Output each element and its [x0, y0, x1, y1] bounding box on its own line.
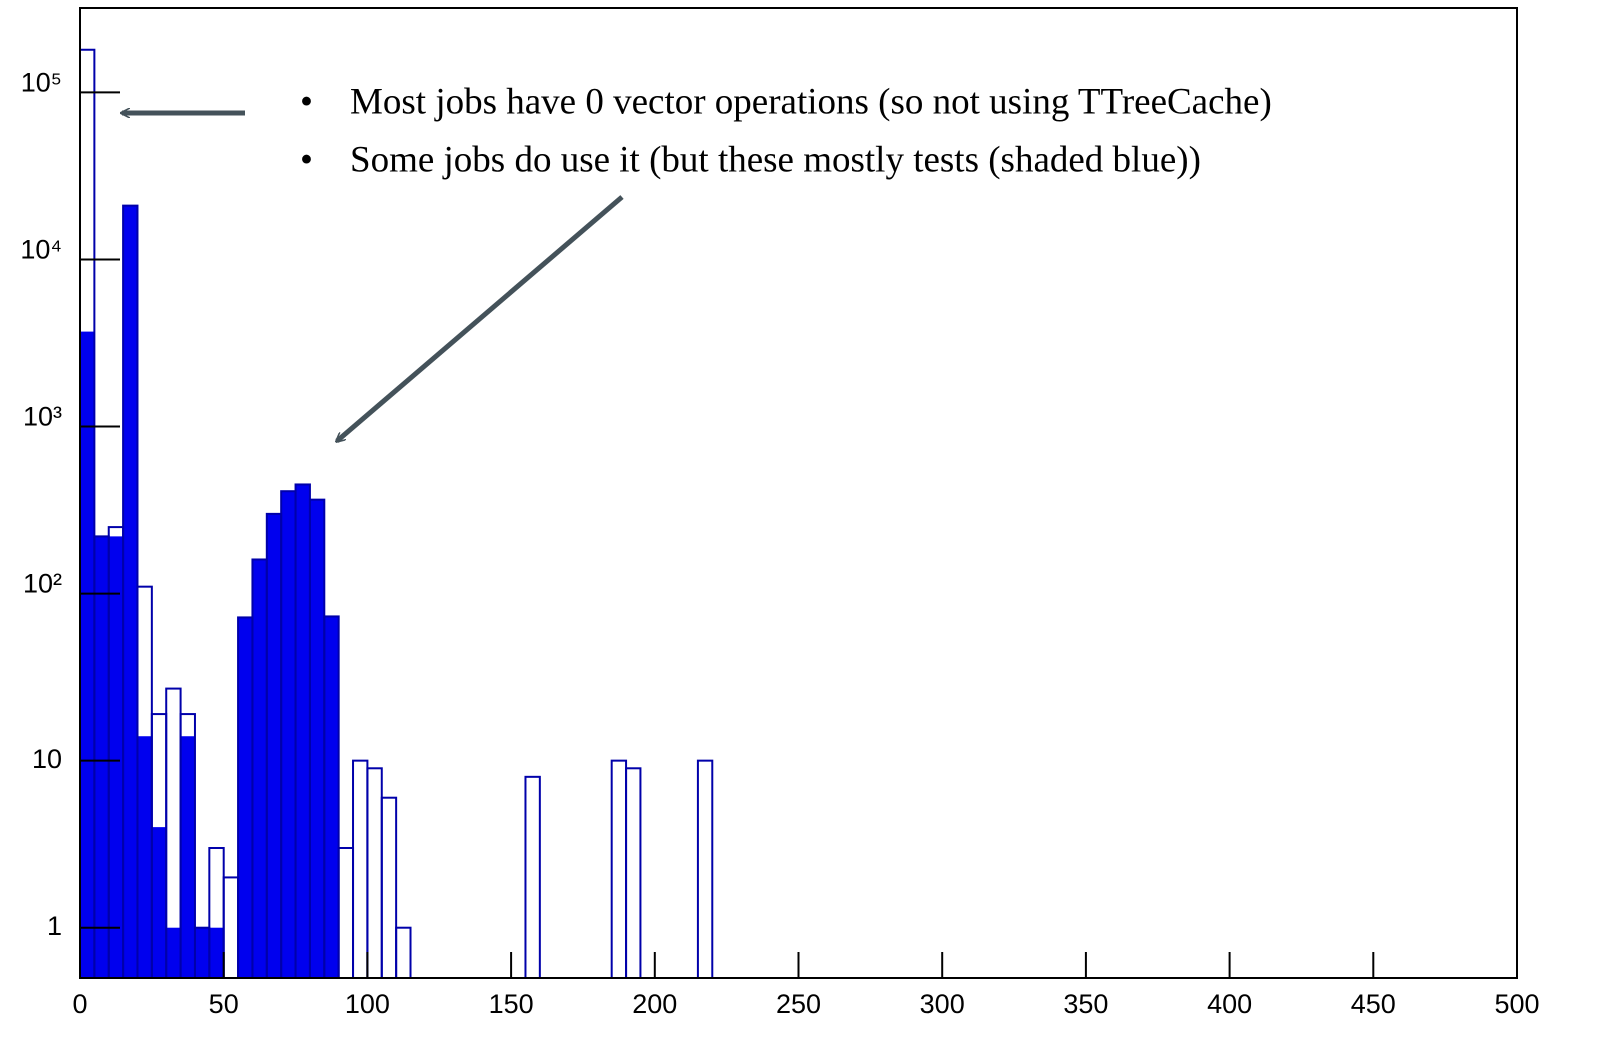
x-tick-label: 0: [72, 989, 87, 1019]
bar: [194, 927, 210, 978]
bar: [137, 736, 152, 978]
bullet: •: [300, 139, 313, 180]
plot-area: [79, 48, 714, 980]
bar: [252, 559, 267, 978]
bar: [209, 927, 224, 978]
bar: [222, 876, 240, 980]
x-tick-label: 500: [1494, 989, 1539, 1019]
bar: [238, 617, 253, 978]
x-tick-label: 400: [1207, 989, 1252, 1019]
bar: [380, 796, 398, 979]
arrow: [337, 195, 624, 441]
bar: [610, 759, 628, 980]
bar: [625, 767, 642, 979]
x-tick-label: 350: [1063, 989, 1108, 1019]
bar: [166, 927, 181, 978]
bar: [395, 926, 412, 980]
y-tick-label: 10³: [23, 402, 62, 432]
y-tick-label: 1: [47, 911, 62, 941]
bar: [366, 767, 383, 979]
bar: [151, 827, 167, 978]
y-tick-label: 10⁵: [21, 68, 62, 98]
bullet: •: [300, 81, 313, 122]
bar: [696, 759, 714, 980]
bar: [524, 775, 541, 979]
bar: [352, 759, 369, 980]
x-tick-label: 150: [489, 989, 534, 1019]
bar: [94, 536, 109, 978]
bar: [324, 616, 339, 978]
x-tick-label: 300: [920, 989, 965, 1019]
bar: [337, 846, 355, 980]
y-tick-label: 10: [32, 744, 62, 774]
x-tick-label: 100: [345, 989, 390, 1019]
bar: [80, 331, 95, 978]
y-tick-label: 10²: [23, 569, 62, 599]
bar: [108, 536, 124, 978]
bar: [180, 736, 195, 978]
bar: [123, 205, 138, 978]
x-tick-label: 450: [1351, 989, 1396, 1019]
annotation: Most jobs have 0 vector operations (so n…: [350, 81, 1272, 122]
x-tick-label: 200: [632, 989, 677, 1019]
y-tick-label: 10⁴: [20, 235, 62, 265]
bar: [266, 513, 282, 978]
x-tick-label: 50: [209, 989, 239, 1019]
bar: [281, 491, 296, 978]
annotation: Some jobs do use it (but these mostly te…: [350, 139, 1201, 180]
x-tick-label: 250: [776, 989, 821, 1019]
bar: [309, 499, 325, 978]
bar: [295, 484, 310, 978]
